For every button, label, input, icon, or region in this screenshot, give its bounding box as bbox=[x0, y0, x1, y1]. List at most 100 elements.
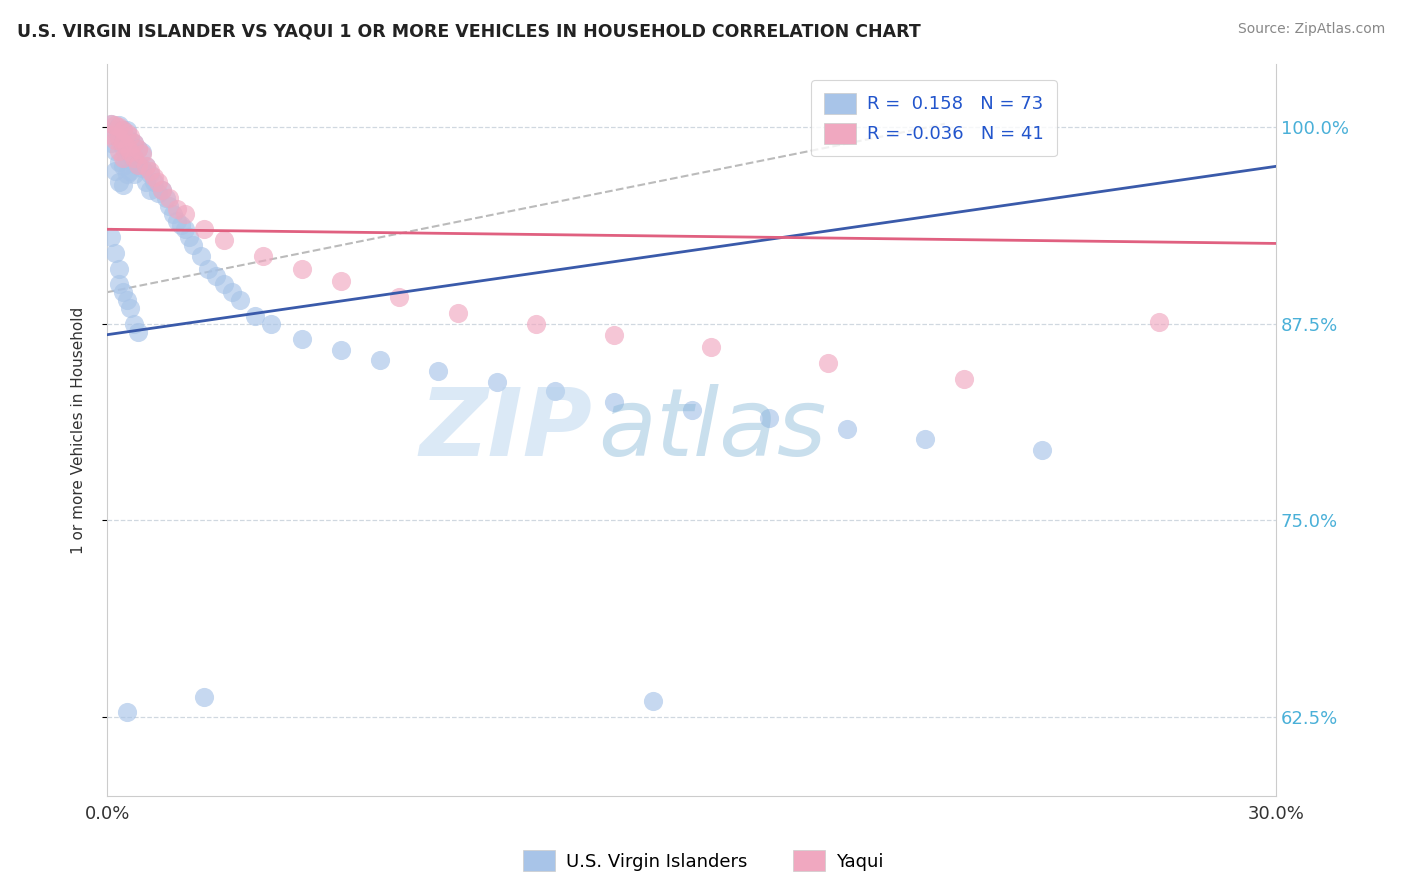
Point bbox=[111, 159, 134, 173]
Point bbox=[120, 129, 142, 144]
Legend: R =  0.158   N = 73, R = -0.036   N = 41: R = 0.158 N = 73, R = -0.036 N = 41 bbox=[811, 80, 1056, 156]
Point bbox=[127, 325, 149, 339]
Point bbox=[162, 206, 184, 220]
Point bbox=[124, 136, 146, 150]
Point bbox=[111, 123, 134, 137]
Point bbox=[127, 142, 149, 156]
Point bbox=[174, 222, 197, 236]
Point bbox=[174, 206, 197, 220]
Text: ZIP: ZIP bbox=[419, 384, 592, 476]
Point bbox=[837, 422, 859, 436]
Point bbox=[115, 123, 138, 137]
Point bbox=[131, 146, 153, 161]
Point bbox=[142, 170, 165, 185]
Point bbox=[205, 269, 228, 284]
Point bbox=[111, 152, 134, 166]
Point bbox=[124, 317, 146, 331]
Point bbox=[388, 290, 411, 304]
Point bbox=[115, 140, 138, 154]
Point bbox=[291, 333, 314, 347]
Point bbox=[953, 372, 976, 386]
Point bbox=[368, 352, 391, 367]
Point bbox=[111, 285, 134, 300]
Point bbox=[127, 158, 149, 172]
Point bbox=[104, 164, 127, 178]
Point bbox=[124, 152, 146, 166]
Point bbox=[107, 144, 129, 158]
Point bbox=[135, 159, 157, 173]
Point bbox=[115, 167, 138, 181]
Point bbox=[193, 222, 215, 236]
Point bbox=[104, 123, 127, 137]
Point bbox=[177, 230, 200, 244]
Point bbox=[447, 306, 470, 320]
Point bbox=[107, 131, 129, 145]
Point bbox=[111, 178, 134, 193]
Point bbox=[120, 148, 142, 162]
Point bbox=[190, 249, 212, 263]
Point bbox=[120, 164, 142, 178]
Point bbox=[127, 142, 149, 156]
Point bbox=[157, 199, 180, 213]
Point bbox=[212, 277, 235, 292]
Point bbox=[104, 132, 127, 146]
Point bbox=[641, 694, 664, 708]
Point bbox=[758, 411, 780, 425]
Point bbox=[1031, 442, 1053, 457]
Point bbox=[120, 301, 142, 315]
Point bbox=[131, 145, 153, 160]
Point bbox=[139, 164, 162, 178]
Point bbox=[524, 317, 547, 331]
Point bbox=[146, 186, 169, 200]
Point bbox=[427, 364, 450, 378]
Point bbox=[914, 432, 936, 446]
Text: Source: ZipAtlas.com: Source: ZipAtlas.com bbox=[1237, 22, 1385, 37]
Point bbox=[1147, 315, 1170, 329]
Point bbox=[243, 309, 266, 323]
Point bbox=[193, 690, 215, 704]
Point bbox=[602, 395, 624, 409]
Point bbox=[111, 140, 134, 154]
Point bbox=[329, 274, 352, 288]
Point bbox=[124, 152, 146, 166]
Point bbox=[100, 128, 122, 142]
Point bbox=[181, 238, 204, 252]
Point bbox=[197, 261, 219, 276]
Point bbox=[124, 136, 146, 150]
Point bbox=[544, 384, 567, 399]
Point bbox=[135, 175, 157, 189]
Text: atlas: atlas bbox=[598, 384, 827, 475]
Point bbox=[115, 293, 138, 307]
Point bbox=[127, 158, 149, 172]
Point bbox=[107, 120, 129, 134]
Point bbox=[100, 117, 122, 131]
Point bbox=[115, 134, 138, 148]
Point bbox=[124, 167, 146, 181]
Point bbox=[166, 202, 188, 216]
Point bbox=[252, 249, 274, 263]
Point bbox=[146, 175, 169, 189]
Point bbox=[291, 261, 314, 276]
Point bbox=[150, 183, 173, 197]
Point bbox=[111, 136, 134, 150]
Point bbox=[100, 117, 122, 131]
Point bbox=[485, 375, 508, 389]
Point bbox=[170, 218, 193, 232]
Point bbox=[111, 123, 134, 137]
Point bbox=[107, 154, 129, 169]
Point bbox=[115, 152, 138, 166]
Point bbox=[131, 161, 153, 175]
Point bbox=[100, 136, 122, 150]
Point bbox=[107, 261, 129, 276]
Point bbox=[602, 327, 624, 342]
Point bbox=[120, 132, 142, 146]
Point bbox=[700, 340, 723, 354]
Text: U.S. VIRGIN ISLANDER VS YAQUI 1 OR MORE VEHICLES IN HOUSEHOLD CORRELATION CHART: U.S. VIRGIN ISLANDER VS YAQUI 1 OR MORE … bbox=[17, 22, 921, 40]
Point bbox=[104, 246, 127, 260]
Point bbox=[157, 191, 180, 205]
Point bbox=[139, 183, 162, 197]
Point bbox=[100, 230, 122, 244]
Point bbox=[260, 317, 283, 331]
Point bbox=[681, 403, 703, 417]
Y-axis label: 1 or more Vehicles in Household: 1 or more Vehicles in Household bbox=[72, 306, 86, 554]
